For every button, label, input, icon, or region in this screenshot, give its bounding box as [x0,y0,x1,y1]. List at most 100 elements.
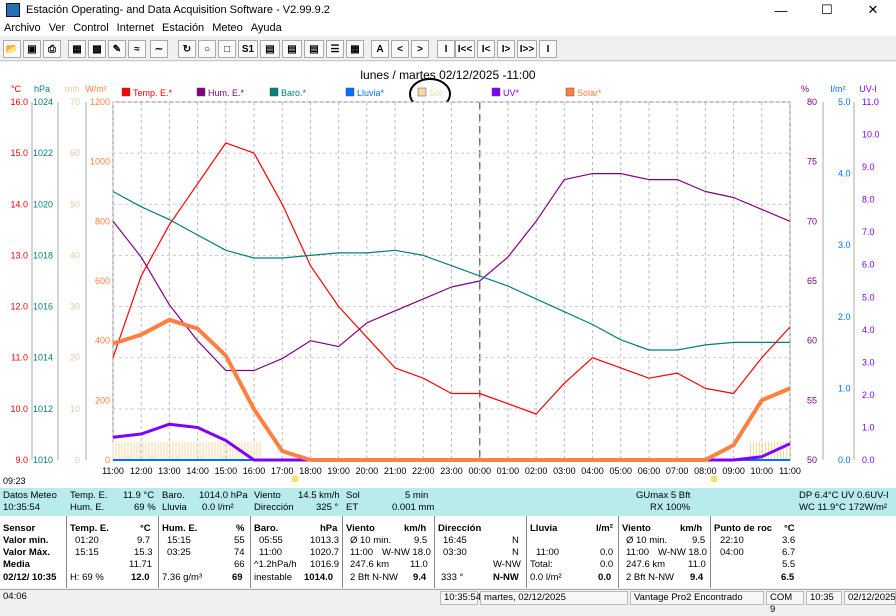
edit-icon[interactable]: ✎ [108,40,126,58]
hum-max-time: 03:25 [167,547,191,558]
status-station: Vantage Pro2 Encontrado [630,591,764,605]
wind-run-val: 11.0 [410,559,428,570]
sol-value: 5 min [405,490,429,501]
tb-last[interactable]: I [539,40,557,58]
open-icon[interactable]: 📂 [3,40,21,58]
lm2-tick-3: 2.0 [838,312,851,322]
chart-icon[interactable]: ∼ [150,40,168,58]
sensor-date: 02/12/ 10:35 [3,572,57,583]
menu-internet[interactable]: Internet [116,22,154,34]
status-clock: 10:35:54 [440,591,481,605]
tb-forward[interactable]: I> [497,40,515,58]
sensor-max: Valor Máx. [3,547,50,558]
s1-icon[interactable]: S1 [238,40,258,58]
minimize-button[interactable]: — [774,2,788,18]
menu-control[interactable]: Control [73,22,109,34]
hpa-tick-6: 1012 [33,404,53,414]
save-icon[interactable]: ▣ [23,40,41,58]
baro-trend: ^1.2hPa/h [254,559,297,570]
tb-fastforward[interactable]: I>> [517,40,537,58]
maximize-button[interactable]: ☐ [821,2,833,17]
menu-ver[interactable]: Ver [48,22,66,34]
tb-prev[interactable]: < [391,40,409,58]
list-icon[interactable]: ☰ [326,40,344,58]
tb-rewind[interactable]: I<< [455,40,475,58]
min-tick-0: 70 [70,97,80,107]
calendar-icon[interactable]: □ [218,40,236,58]
min-tick-3: 40 [70,250,80,260]
rain-max: 0.0 [600,547,614,558]
status-bar: 04:06 10:35:54 martes, 02/12/2025 Vantag… [0,589,896,615]
dir-degrees: 333 ° [441,572,464,583]
uv-tick-9: 2.0 [862,390,875,400]
legend-label-1: Hum. E.* [208,88,245,98]
temp-hum-extra: H: 69 % [70,572,104,583]
gumax: GUmax 5 Bft [636,490,691,501]
wind-unit: km/h [404,523,427,534]
sensor-media: Media [3,559,30,570]
menu-estacion[interactable]: Estación [161,22,205,34]
plot-area [112,101,791,461]
pct-tick-1: 75 [807,157,817,167]
wind-header: Viento [346,523,375,534]
tb-first[interactable]: I [437,40,455,58]
baro-value: 1014.0 hPa [199,490,248,501]
legend-swatch-6 [565,87,575,97]
legend-label-6: Solar* [577,88,602,98]
left-unit-1: hPa [34,84,50,94]
wind-current: 9.4 [413,572,427,583]
uv-tick-2: 9.0 [862,162,875,172]
close-button[interactable]: ✕ [867,2,879,17]
title-bar: Estación Operating- and Data Acquisition… [0,0,896,20]
week-icon[interactable]: ▤ [260,40,280,58]
hpa-tick-5: 1014 [33,353,53,363]
wind2-current: 9.4 [690,572,704,583]
tb-back[interactable]: I< [477,40,495,58]
min-tick-4: 30 [70,302,80,312]
temp-min-time: 01:20 [75,535,99,546]
weather-chart: lunes / martes 02/12/2025 -11:00 °C hPa min… [3,68,880,486]
hum-avg: 66 [234,559,245,570]
baro-max-time: 11:00 [259,547,283,558]
sunrise-marker [711,476,717,482]
tb-a[interactable]: A [371,40,389,58]
hum-abs: 7.36 g/m³ [162,572,203,583]
datos-time: 10:35:54 [3,502,40,513]
celsius-tick-7: 9.0 [15,455,28,465]
print-icon[interactable]: ⎙ [43,40,61,58]
wm2-tick-1: 1000 [90,157,110,167]
graph-icon[interactable]: ≈ [128,40,146,58]
dew-header: Punto de roc [714,523,773,534]
grid2-icon[interactable]: ▦ [346,40,364,58]
tb-next[interactable]: > [411,40,429,58]
grid-icon[interactable]: ▩ [88,40,106,58]
menu-archivo[interactable]: Archivo [4,22,41,34]
dew-current: 6.5 [781,572,795,583]
menu-meteo[interactable]: Meteo [212,22,243,34]
uv-tick-6: 5.0 [862,292,875,302]
dew-min-time: 22:10 [720,535,744,546]
temp-unit: °C [140,523,151,534]
current-data-row [0,488,896,516]
wm2-tick-2: 800 [95,216,110,226]
refresh-icon[interactable]: ↻ [178,40,196,58]
status-date2: 02/12/2025 [844,591,896,605]
year-icon[interactable]: ▤ [304,40,324,58]
celsius-tick-2: 14.0 [10,199,28,209]
x-label-9: 20:00 [356,466,379,476]
celsius-tick-4: 12.0 [10,302,28,312]
viento-label: Viento [254,490,281,501]
left-unit-2: min [65,84,80,94]
rain-header: Lluvia [530,523,558,534]
x-label-10: 21:00 [384,466,407,476]
pct-tick-3: 65 [807,276,817,286]
dir-value: 325 ° [316,502,339,513]
hpa-tick-3: 1018 [33,250,53,260]
dew-avg: 5.5 [782,559,796,570]
table-icon[interactable]: ▦ [68,40,86,58]
circle-icon[interactable]: ○ [198,40,216,58]
month-icon[interactable]: ▤ [282,40,302,58]
wind2-gust-time: 11:00 [626,547,650,558]
menu-ayuda[interactable]: Ayuda [250,22,282,34]
right-unit-2: UV-I [859,84,877,94]
